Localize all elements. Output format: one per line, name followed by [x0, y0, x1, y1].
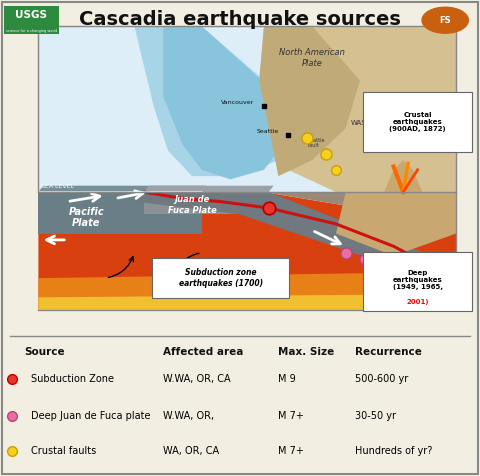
- Text: 2001): 2001): [407, 299, 429, 305]
- Text: SEA LEVEL: SEA LEVEL: [41, 184, 74, 189]
- Text: Deep Juan de Fuca plate: Deep Juan de Fuca plate: [31, 411, 151, 421]
- FancyBboxPatch shape: [363, 252, 472, 311]
- Text: USGS: USGS: [15, 10, 48, 20]
- Polygon shape: [38, 186, 206, 192]
- Text: Crustal
earthquakes
(900AD, 1872): Crustal earthquakes (900AD, 1872): [389, 112, 446, 132]
- Polygon shape: [163, 26, 288, 179]
- Text: Pacific
Plate: Pacific Plate: [69, 207, 104, 228]
- Text: WASHINGTON: WASHINGTON: [350, 120, 398, 126]
- Polygon shape: [259, 26, 360, 176]
- Text: M 9: M 9: [278, 374, 296, 384]
- Text: 30-50 yr: 30-50 yr: [355, 411, 396, 421]
- Text: Hundreds of yr?: Hundreds of yr?: [355, 446, 432, 456]
- Polygon shape: [134, 192, 456, 288]
- Text: Seattle: Seattle: [256, 129, 278, 134]
- Polygon shape: [384, 160, 422, 192]
- Polygon shape: [134, 26, 288, 176]
- Text: 500-600 yr: 500-600 yr: [355, 374, 408, 384]
- Polygon shape: [0, 17, 480, 336]
- Text: CANADA: CANADA: [368, 92, 400, 101]
- Text: Subduction Zone: Subduction Zone: [31, 374, 114, 384]
- FancyBboxPatch shape: [152, 258, 289, 298]
- Polygon shape: [264, 192, 456, 224]
- Text: Recurrence: Recurrence: [355, 347, 422, 357]
- Text: W.WA, OR, CA: W.WA, OR, CA: [163, 374, 231, 384]
- Text: North American
Plate: North American Plate: [279, 49, 345, 68]
- Text: Seattle
Fault: Seattle Fault: [307, 138, 324, 149]
- Text: Crustal faults: Crustal faults: [31, 446, 96, 456]
- Text: WA, OR, CA: WA, OR, CA: [163, 446, 219, 456]
- Text: Max. Size: Max. Size: [278, 347, 335, 357]
- Polygon shape: [38, 26, 456, 192]
- Text: Deep
earthquakes
(1949, 1965,: Deep earthquakes (1949, 1965,: [393, 270, 443, 290]
- Text: Affected area: Affected area: [163, 347, 243, 357]
- Text: W.WA, OR,: W.WA, OR,: [163, 411, 215, 421]
- Text: FS: FS: [439, 16, 451, 25]
- Polygon shape: [144, 192, 269, 214]
- Polygon shape: [38, 192, 456, 310]
- Text: Cascadia earthquake sources: Cascadia earthquake sources: [79, 10, 401, 30]
- Polygon shape: [38, 272, 456, 310]
- Polygon shape: [259, 26, 456, 192]
- Polygon shape: [336, 192, 456, 256]
- Text: science for a changing world: science for a changing world: [6, 29, 57, 33]
- Polygon shape: [38, 294, 456, 310]
- Text: Vancouver: Vancouver: [221, 100, 254, 105]
- Polygon shape: [38, 192, 202, 234]
- Polygon shape: [144, 186, 274, 192]
- FancyBboxPatch shape: [363, 92, 472, 151]
- Circle shape: [422, 7, 468, 33]
- Text: M 7+: M 7+: [278, 446, 304, 456]
- Text: Source: Source: [24, 347, 65, 357]
- Text: M 7+: M 7+: [278, 411, 304, 421]
- Text: Subduction zone
earthquakes (1700): Subduction zone earthquakes (1700): [179, 268, 263, 288]
- Text: Juan de
Fuca Plate: Juan de Fuca Plate: [168, 195, 216, 215]
